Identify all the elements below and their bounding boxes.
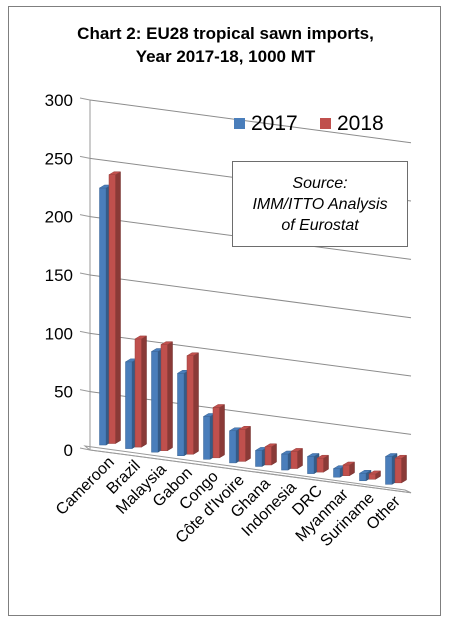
y-tick-label: 100 [45,324,73,343]
bar-top [238,426,252,430]
gridline-depth-tick [79,155,91,159]
bar-top [306,453,320,457]
bar-top [290,448,304,452]
bar-top [394,454,408,459]
gridline [89,274,412,319]
gridline [89,449,412,494]
bar-2018-Brazil [134,338,142,448]
y-tick-label: 50 [54,383,73,402]
gridline-depth-tick [79,330,91,334]
bar-side [115,171,121,444]
y-tick-label: 0 [64,441,73,460]
chart-title-line-1: Chart 2: EU28 tropical sawn imports, [77,24,374,43]
bar-top [160,341,174,345]
bar-2017-Cameroon [99,187,107,446]
bar-2018-Other [394,457,402,484]
bar-2017-Suriname [359,473,367,482]
bar-top [368,470,382,475]
bar-2018-Cameroon [108,174,116,444]
source-annotation: Source: IMM/ITTO Analysis of Eurostat [232,161,408,247]
chart-title-line-2: Year 2017-18, 1000 MT [135,47,316,66]
bar-2018-Suriname [368,473,376,480]
gridline-depth-tick [79,272,91,276]
y-tick-label: 150 [45,266,73,285]
gridline-depth-tick [79,447,91,451]
bar-side [297,447,303,469]
bar-top [342,461,356,466]
bar-top [358,470,372,474]
bar-2017-Indonesia [281,453,289,471]
legend-label-2017: 2017 [251,112,298,135]
bar-2018-Indonesia [290,451,298,469]
source-annotation-line-1: Source: [292,174,348,192]
bar-top [212,404,226,408]
bar-side [271,443,277,466]
bar-top [108,171,122,175]
bar-2017-DRC [307,456,315,474]
bar-2018-DRC [316,457,324,473]
bar-top [186,352,200,356]
bar-2018-Gabon [186,355,194,455]
legend-swatch-2017 [234,118,245,129]
bar-2017-Côte d'Ivoire [229,430,237,464]
gridline-depth-tick [79,389,91,393]
bar-2017-Other [385,456,393,485]
legend-label-2018: 2018 [337,112,384,135]
source-annotation-line-2: IMM/ITTO Analysis [252,195,388,213]
gridline-depth-tick [79,214,91,218]
bar-top [134,335,148,340]
gridline [89,99,412,144]
source-annotation-line-3: of Eurostat [281,216,359,234]
bar-top [264,443,278,448]
bar-top [384,453,398,457]
bar-2018-Malaysia [160,344,168,451]
chart-frame [8,6,441,616]
bar-top [228,427,242,432]
bar-2017-Myanmar [333,468,341,478]
bar-2018-Myanmar [342,464,350,476]
bar-side [193,352,199,455]
bar-2017-Congo [203,416,211,460]
bar-2017-Ghana [255,450,263,467]
y-tick-label: 200 [45,208,73,227]
bar-2017-Malaysia [151,351,159,453]
bar-2017-Brazil [125,361,133,449]
y-tick-label: 300 [45,91,73,110]
bar-side [167,341,173,452]
bar-2018-Côte d'Ivoire [238,429,246,462]
bar-side [219,404,225,459]
bar-2018-Ghana [264,446,272,466]
bar-top [316,454,330,459]
legend-swatch-2018 [320,118,331,129]
gridline-depth-tick [79,97,91,101]
y-tick-label: 250 [45,149,73,168]
bar-side [401,454,407,484]
bar-side [141,335,147,448]
bar-2018-Congo [212,407,220,459]
bar-side [245,425,251,462]
bar-2017-Gabon [177,373,185,456]
